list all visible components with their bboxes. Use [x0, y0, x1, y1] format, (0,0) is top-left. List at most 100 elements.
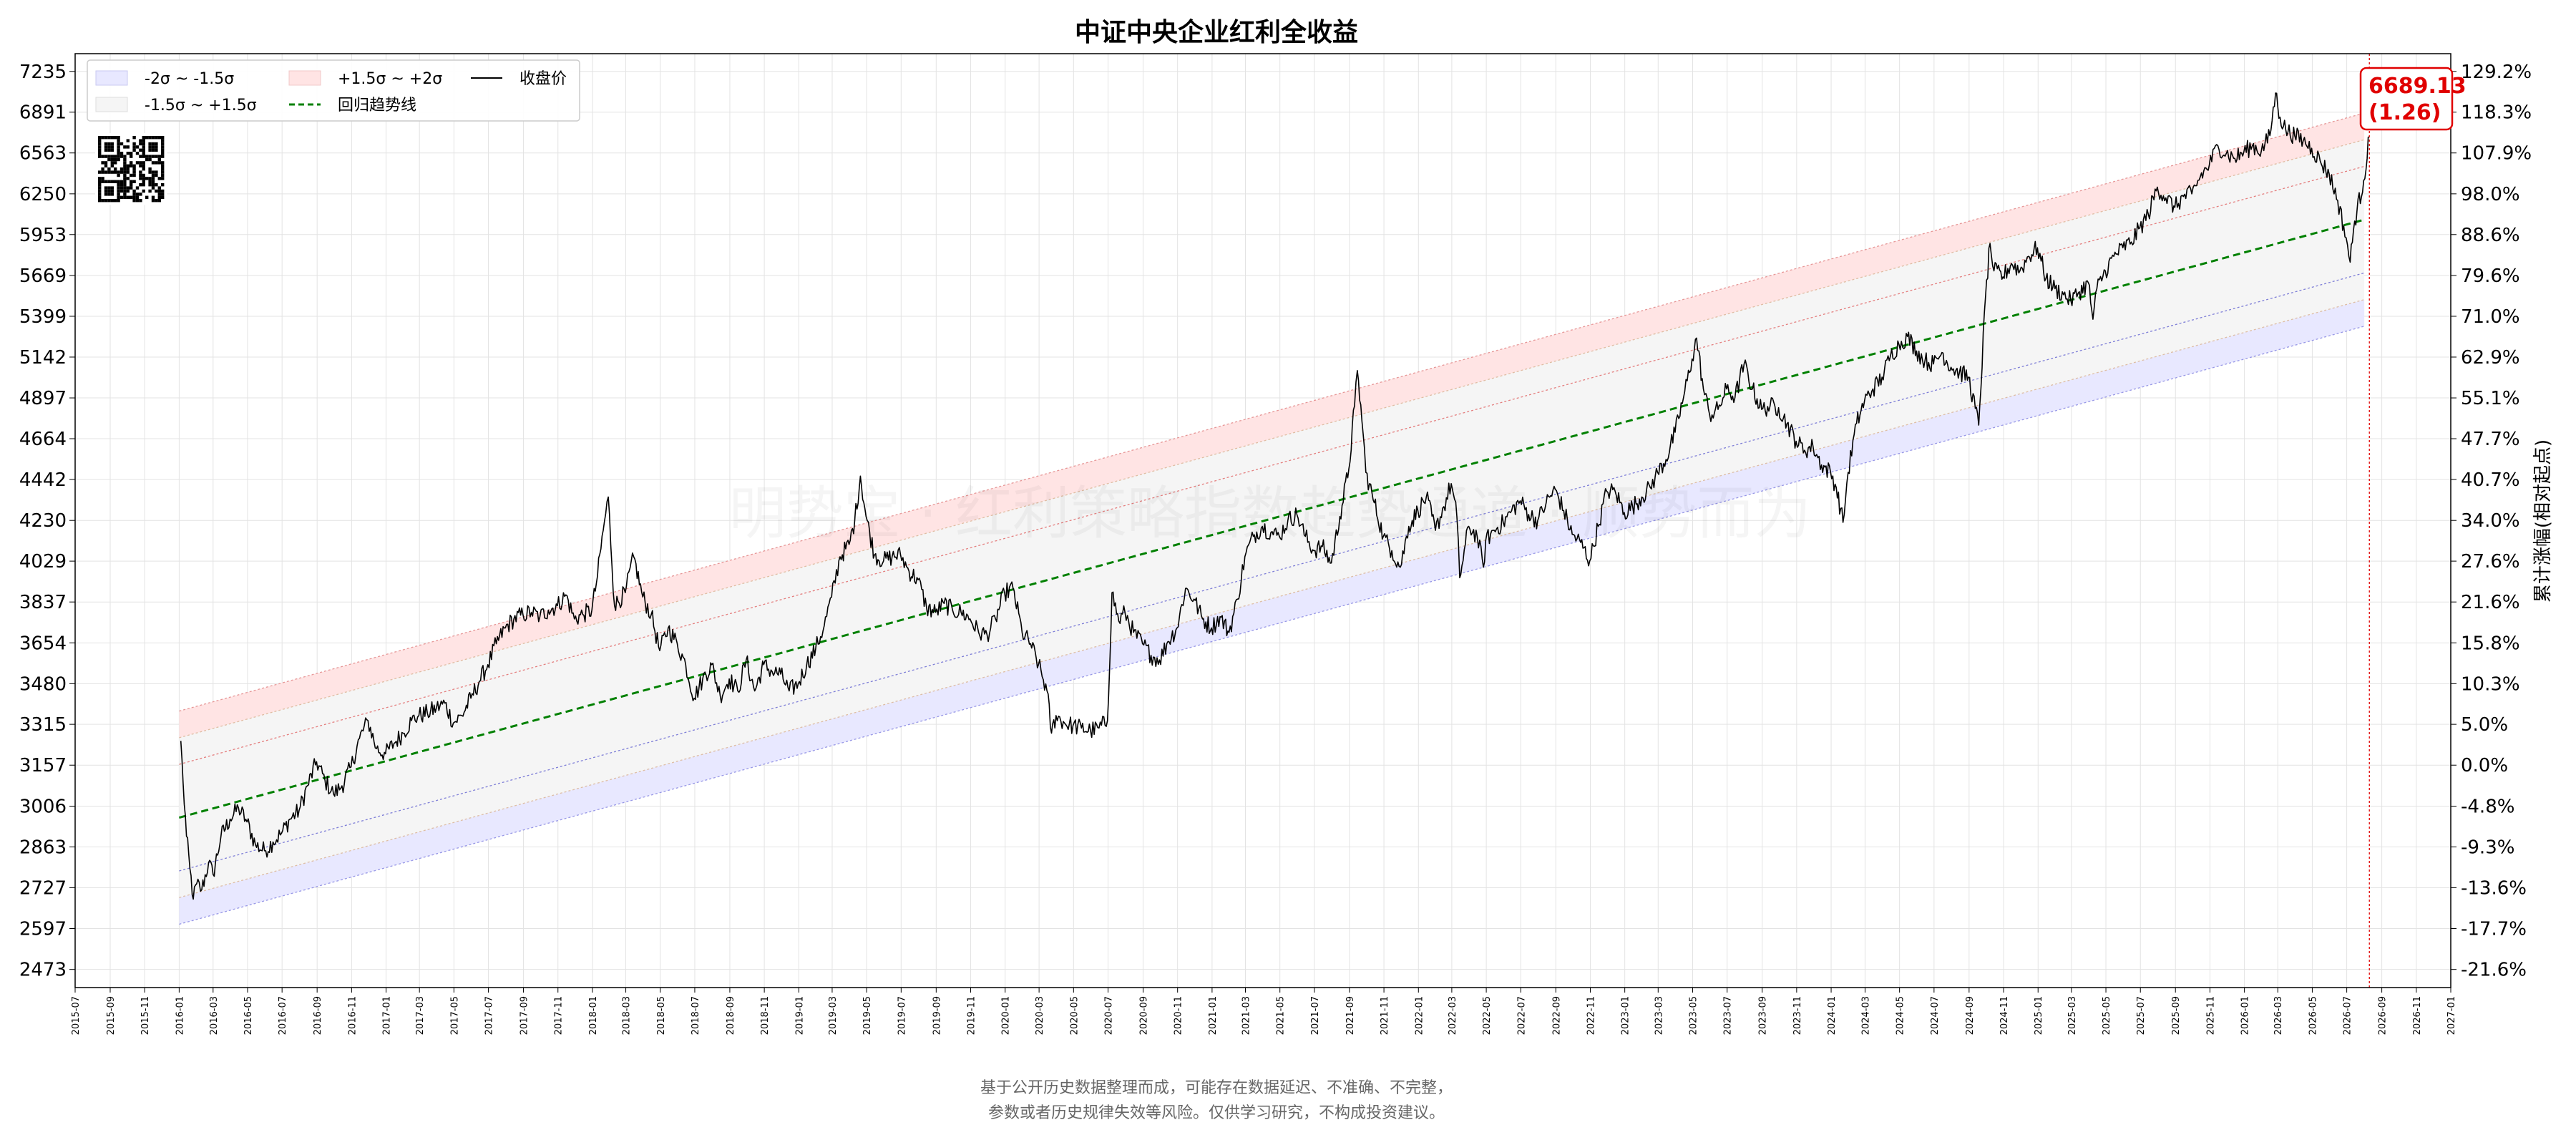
y-tick-label-left: 4029	[19, 551, 67, 572]
legend-swatch-low-band	[95, 70, 128, 86]
qr-module	[155, 199, 158, 203]
x-tick-label: 2017-03	[415, 996, 426, 1035]
qr-module	[151, 199, 155, 203]
legend: -2σ ~ -1.5σ -1.5σ ~ +1.5σ +1.5σ ~ +2σ 回归…	[87, 59, 580, 122]
x-tick-label: 2023-09	[1758, 996, 1769, 1035]
qr-module	[139, 177, 142, 180]
qr-module	[151, 148, 155, 152]
x-tick-label: 2021-01	[1208, 996, 1219, 1035]
qr-module	[107, 155, 111, 158]
qr-module	[119, 183, 124, 187]
qr-module	[130, 152, 133, 155]
qr-module	[132, 167, 136, 171]
qr-module	[161, 189, 165, 193]
qr-module	[139, 161, 142, 165]
qr-module	[145, 136, 149, 140]
qr-module	[132, 173, 136, 177]
qr-module	[151, 186, 155, 190]
qr-module	[98, 170, 102, 174]
x-tick-label: 2016-03	[209, 996, 220, 1035]
x-tick-label: 2020-11	[1174, 996, 1184, 1035]
x-tick-label: 2026-05	[2308, 996, 2318, 1035]
qr-module	[157, 161, 161, 165]
x-tick-label: 2023-03	[1654, 996, 1664, 1035]
y-tick-label-right: -17.7%	[2461, 918, 2527, 940]
qr-module	[98, 152, 102, 155]
qr-module	[151, 173, 155, 177]
qr-module	[107, 186, 111, 190]
qr-module	[98, 195, 102, 199]
qr-module	[101, 161, 104, 165]
x-tick-label: 2017-07	[484, 996, 495, 1035]
qr-module	[119, 152, 124, 155]
x-tick-label: 2022-11	[1586, 996, 1596, 1035]
x-tick-label: 2023-07	[1723, 996, 1734, 1035]
x-tick-label: 2015-11	[140, 996, 151, 1035]
qr-module	[126, 189, 130, 193]
qr-module	[126, 167, 130, 171]
x-tick-label: 2018-09	[726, 996, 736, 1035]
qr-module	[161, 145, 165, 149]
x-tick-label: 2023-05	[1688, 996, 1699, 1035]
qr-module	[104, 164, 108, 167]
qr-module	[157, 155, 161, 158]
y-tick-label-left: 3157	[19, 755, 67, 776]
y-tick-label-left: 5142	[19, 347, 67, 369]
qr-module	[135, 199, 140, 203]
x-tick-label: 2017-11	[554, 996, 565, 1035]
qr-module	[123, 180, 127, 183]
y-tick-label-left: 2863	[19, 837, 67, 858]
y-tick-label-left: 3006	[19, 796, 67, 818]
qr-module	[117, 173, 120, 177]
qr-module	[110, 186, 114, 190]
legend-entry-close: 收盘价	[519, 70, 567, 88]
qr-module	[151, 136, 155, 140]
qr-module	[126, 152, 130, 155]
qr-module	[123, 167, 127, 171]
qr-module	[117, 199, 120, 203]
qr-module	[119, 170, 124, 174]
qr-module	[130, 155, 133, 158]
qr-module	[107, 142, 111, 146]
y-tick-label-right: -9.3%	[2461, 837, 2514, 858]
qr-module	[101, 167, 104, 171]
price-line	[180, 92, 2370, 900]
qr-module	[119, 189, 124, 193]
qr-module	[119, 180, 124, 183]
qr-module	[145, 155, 149, 158]
qr-module	[132, 193, 136, 196]
qr-module	[142, 164, 145, 167]
qr-module	[98, 136, 102, 140]
y-tick-label-right: 79.6%	[2461, 265, 2520, 287]
qr-module	[132, 136, 136, 140]
qr-module	[123, 193, 127, 196]
qr-module	[135, 145, 140, 149]
y-tick-label-left: 6250	[19, 184, 67, 205]
qr-module	[104, 199, 108, 203]
qr-module	[110, 161, 114, 165]
x-tick-label: 2020-03	[1035, 996, 1045, 1035]
qr-module	[110, 170, 114, 174]
qr-module	[151, 180, 155, 183]
qr-module	[132, 170, 136, 174]
qr-module	[130, 173, 133, 177]
qr-module	[114, 170, 117, 174]
qr-module	[107, 148, 111, 152]
qr-module	[151, 177, 155, 180]
qr-module	[114, 155, 117, 158]
x-tick-label: 2018-05	[656, 996, 667, 1035]
qr-module	[107, 199, 111, 203]
qr-module	[161, 142, 165, 146]
qr-module	[157, 177, 161, 180]
qr-module	[161, 152, 165, 155]
qr-module	[161, 195, 165, 199]
qr-module	[130, 186, 133, 190]
qr-module	[161, 161, 165, 165]
y-tick-label-right: 15.8%	[2461, 633, 2520, 654]
qr-module	[114, 136, 117, 140]
qr-module	[104, 186, 108, 190]
qr-module	[117, 157, 120, 162]
x-tick-label: 2020-09	[1138, 996, 1149, 1035]
qr-module	[161, 177, 165, 180]
qr-module	[155, 155, 158, 158]
